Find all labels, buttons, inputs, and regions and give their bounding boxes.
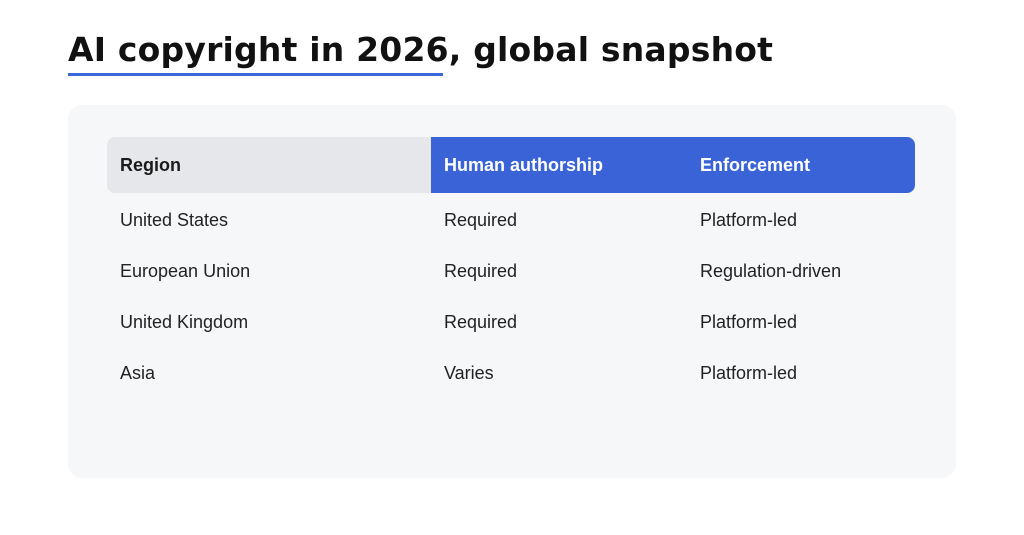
header-region: Region <box>107 137 431 193</box>
cell-region: European Union <box>120 261 251 281</box>
cell-human-authorship: Varies <box>444 363 494 383</box>
cell-enforcement: Regulation-driven <box>700 261 842 281</box>
page-title: AI copyright in 2026, global snapshot <box>68 30 774 69</box>
header-human-authorship: Human authorship <box>431 137 687 193</box>
table-header: Region Human authorship Enforcement <box>107 137 915 193</box>
cell-region: United Kingdom <box>120 312 249 332</box>
table-row: United Kingdom Required Platform-led <box>107 297 915 348</box>
header-enforcement: Enforcement <box>687 137 915 193</box>
table-row: United States Required Platform-led <box>107 195 915 246</box>
cell-human-authorship: Required <box>444 210 518 230</box>
table-row: Asia Varies Platform-led <box>107 348 915 399</box>
cell-human-authorship: Required <box>444 312 518 332</box>
title-underline <box>68 73 443 76</box>
cell-region: United States <box>120 210 229 230</box>
cell-enforcement: Platform-led <box>700 312 798 332</box>
comparison-table: Region Human authorship Enforcement Unit… <box>107 137 915 399</box>
cell-enforcement: Platform-led <box>700 363 798 383</box>
cell-region: Asia <box>120 363 156 383</box>
cell-enforcement: Platform-led <box>700 210 798 230</box>
cell-human-authorship: Required <box>444 261 518 281</box>
table-body: United States Required Platform-led Euro… <box>107 195 915 399</box>
table-row: European Union Required Regulation-drive… <box>107 246 915 297</box>
